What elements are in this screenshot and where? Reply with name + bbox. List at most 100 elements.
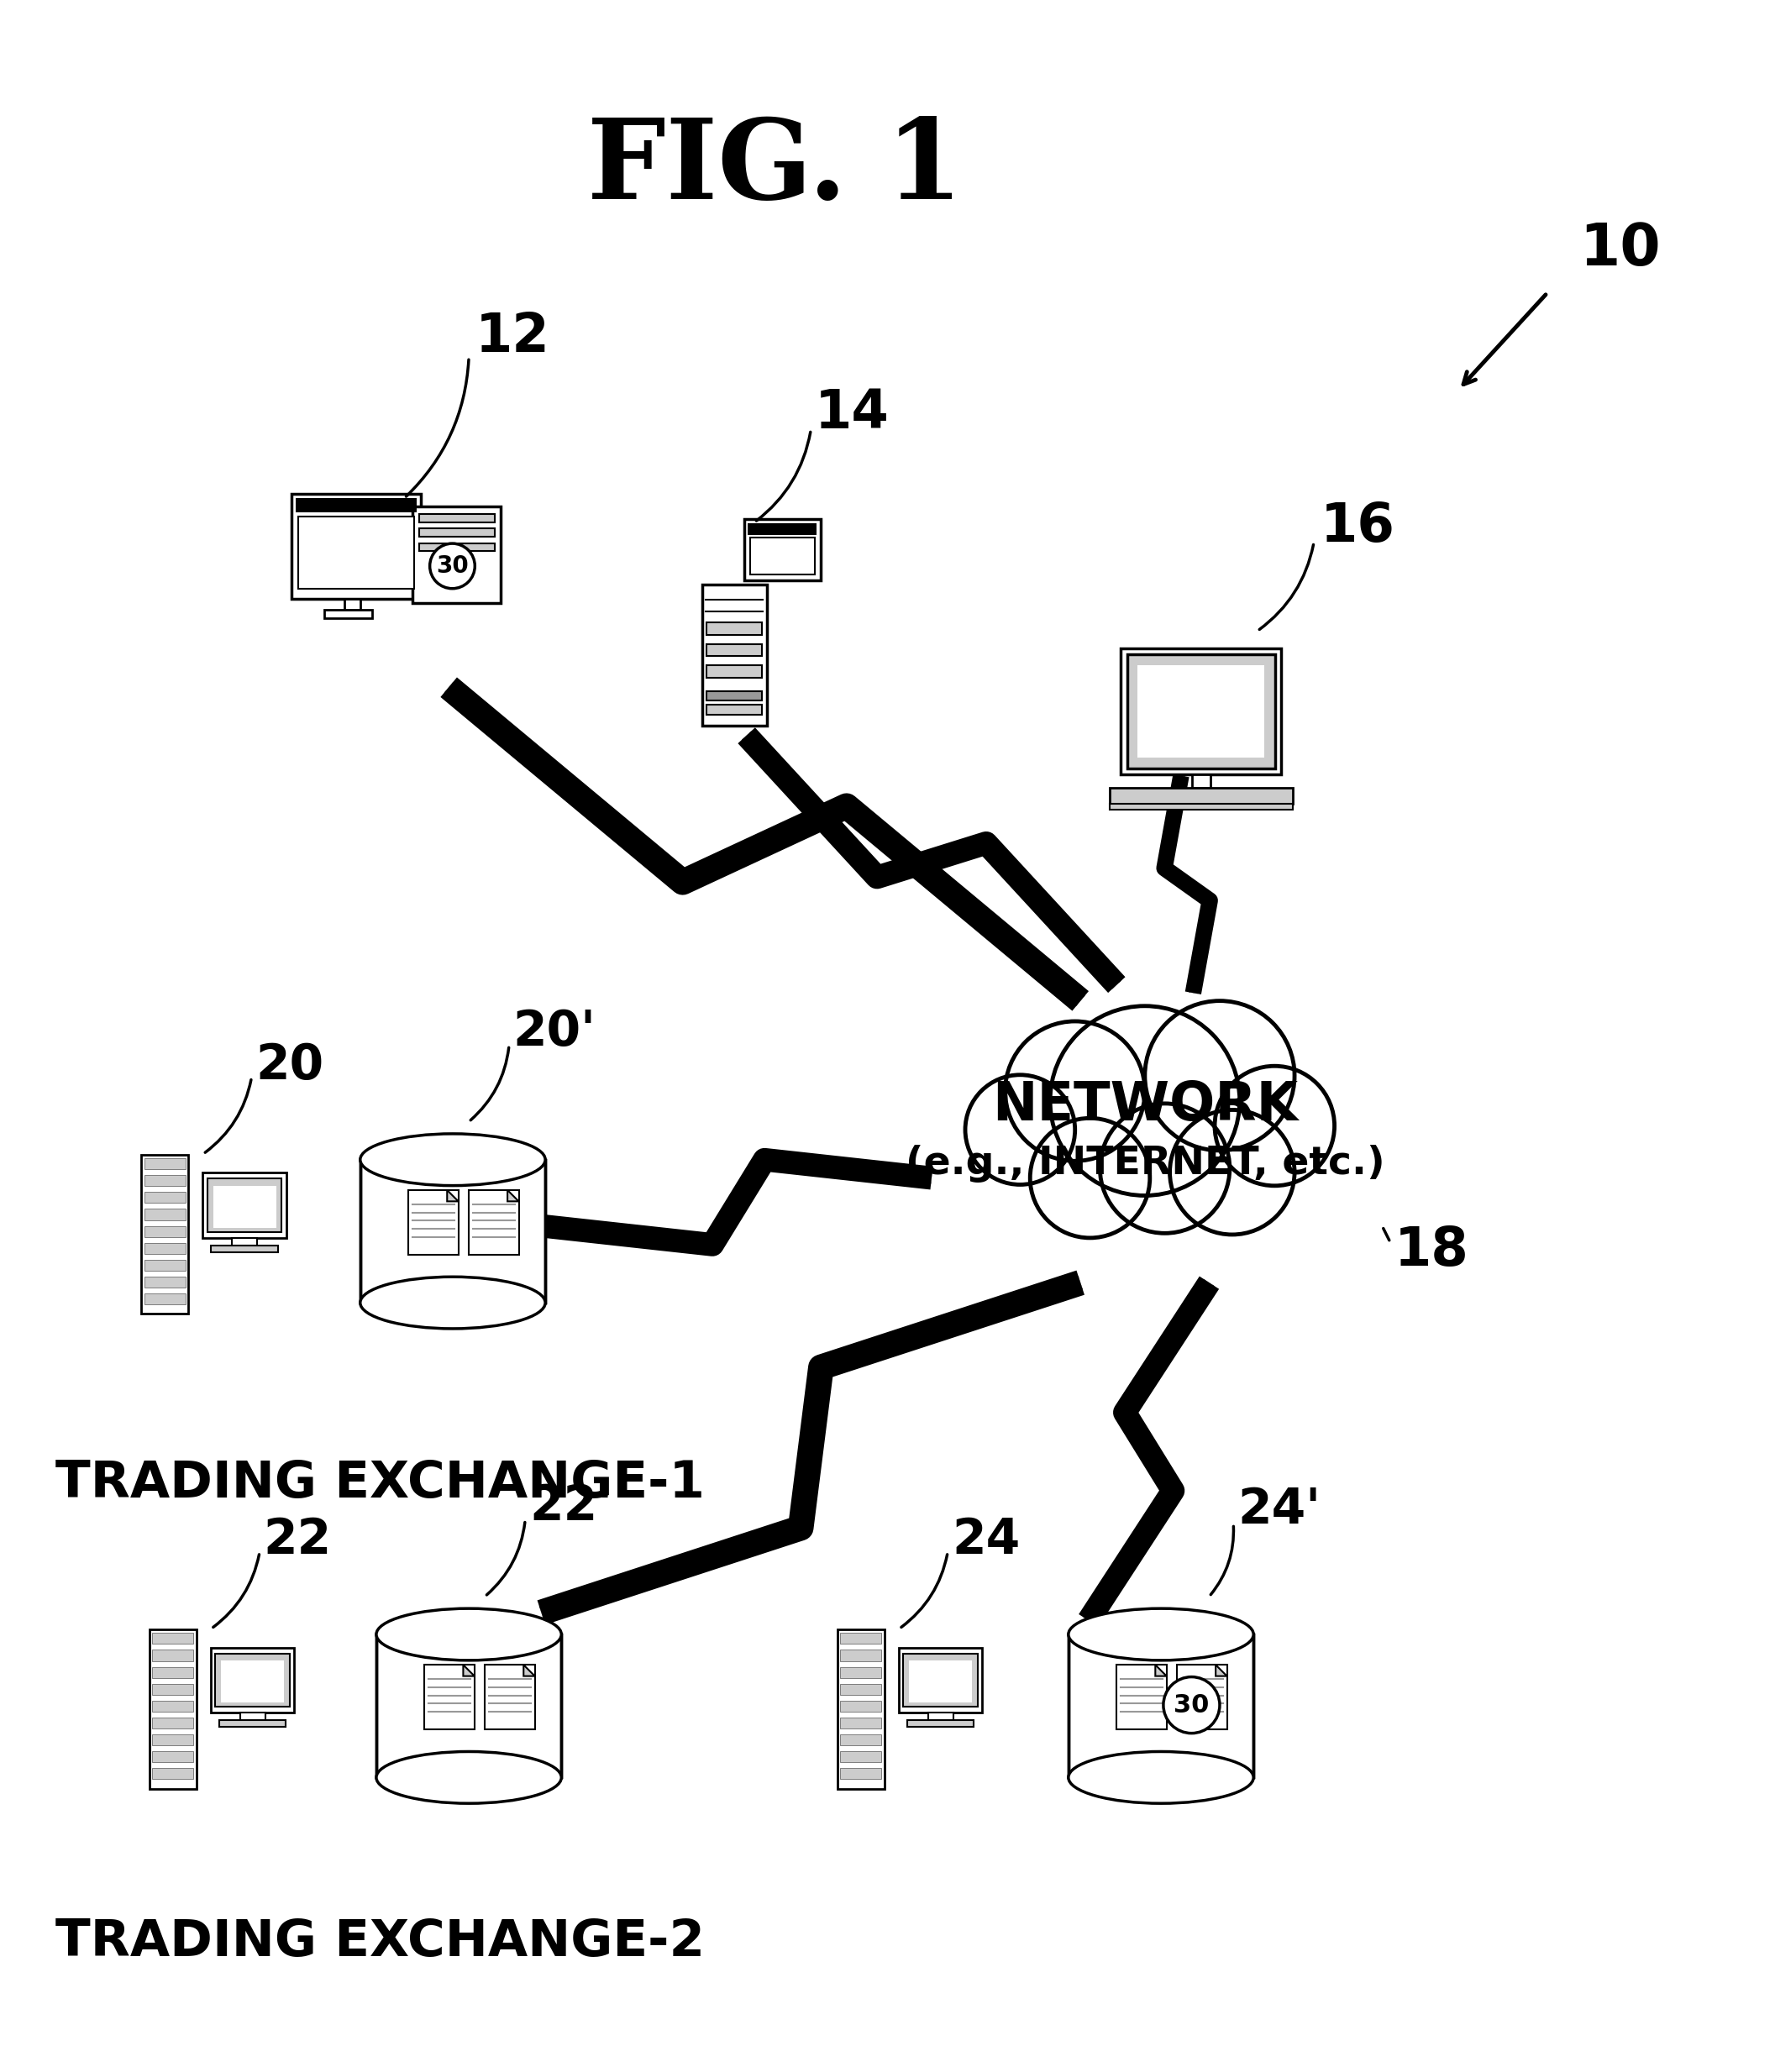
- Ellipse shape: [360, 1276, 545, 1328]
- Bar: [153, 1666, 193, 1678]
- Bar: [144, 1227, 185, 1237]
- Bar: [928, 1714, 953, 1720]
- Text: 24: 24: [951, 1517, 1021, 1564]
- Polygon shape: [1216, 1664, 1227, 1676]
- Bar: [408, 1189, 458, 1254]
- Bar: [419, 514, 495, 522]
- Bar: [202, 1173, 286, 1237]
- Text: 30: 30: [1173, 1693, 1209, 1718]
- Text: 24': 24': [1237, 1486, 1321, 1533]
- Text: 16: 16: [1321, 499, 1395, 553]
- Circle shape: [1051, 1007, 1239, 1196]
- Bar: [153, 1751, 193, 1763]
- Text: (e.g., INTERNET, etc.): (e.g., INTERNET, etc.): [905, 1144, 1384, 1183]
- Bar: [1122, 649, 1282, 775]
- Ellipse shape: [1069, 1751, 1253, 1803]
- Ellipse shape: [376, 1751, 561, 1803]
- Bar: [142, 1154, 188, 1314]
- Ellipse shape: [360, 1133, 545, 1185]
- Bar: [701, 584, 767, 725]
- Bar: [208, 1179, 282, 1233]
- Bar: [153, 1767, 193, 1780]
- Bar: [840, 1701, 882, 1711]
- Text: TRADING EXCHANGE-1: TRADING EXCHANGE-1: [55, 1459, 705, 1508]
- Text: FIG. 1: FIG. 1: [588, 114, 962, 222]
- Bar: [144, 1260, 185, 1270]
- Bar: [233, 1237, 257, 1245]
- Bar: [153, 1649, 193, 1662]
- Circle shape: [1145, 1001, 1294, 1150]
- Bar: [144, 1175, 185, 1185]
- Bar: [344, 599, 360, 609]
- Circle shape: [966, 1075, 1076, 1185]
- Polygon shape: [508, 1189, 518, 1202]
- Circle shape: [1005, 1021, 1145, 1160]
- Polygon shape: [1156, 1664, 1166, 1676]
- Polygon shape: [447, 1189, 458, 1202]
- Bar: [153, 1701, 193, 1711]
- Bar: [153, 1734, 193, 1745]
- Bar: [211, 1647, 295, 1714]
- Text: 20: 20: [256, 1042, 323, 1090]
- Bar: [153, 1685, 193, 1695]
- Bar: [747, 522, 816, 535]
- Ellipse shape: [376, 1608, 561, 1660]
- Bar: [211, 1245, 279, 1251]
- Bar: [1109, 787, 1292, 804]
- Bar: [144, 1208, 185, 1220]
- Bar: [840, 1767, 882, 1780]
- Bar: [744, 520, 820, 580]
- Text: 14: 14: [815, 387, 889, 439]
- Polygon shape: [524, 1664, 534, 1676]
- Bar: [291, 493, 421, 599]
- Bar: [144, 1276, 185, 1287]
- Text: 10: 10: [1580, 220, 1661, 278]
- Bar: [153, 1633, 193, 1643]
- Bar: [296, 497, 417, 512]
- Bar: [325, 609, 373, 617]
- Bar: [469, 1189, 518, 1254]
- Ellipse shape: [1069, 1608, 1253, 1660]
- Bar: [485, 1664, 534, 1730]
- Bar: [240, 1714, 264, 1720]
- Text: NETWORK: NETWORK: [992, 1080, 1298, 1131]
- Bar: [706, 622, 761, 634]
- Circle shape: [1170, 1111, 1294, 1235]
- Text: 18: 18: [1395, 1225, 1470, 1276]
- Circle shape: [1030, 1119, 1150, 1237]
- Ellipse shape: [376, 1608, 561, 1660]
- Bar: [1177, 1664, 1227, 1730]
- Bar: [144, 1243, 185, 1254]
- Bar: [840, 1633, 882, 1643]
- Text: 20': 20': [513, 1007, 596, 1055]
- Circle shape: [1100, 1104, 1230, 1233]
- Bar: [153, 1718, 193, 1728]
- Bar: [215, 1653, 289, 1707]
- Bar: [840, 1718, 882, 1728]
- Ellipse shape: [360, 1133, 545, 1185]
- Bar: [360, 1160, 545, 1303]
- Bar: [706, 704, 761, 715]
- Bar: [751, 537, 815, 574]
- Bar: [706, 692, 761, 700]
- Bar: [1109, 804, 1292, 810]
- Circle shape: [430, 543, 476, 588]
- Bar: [1193, 775, 1211, 787]
- Bar: [213, 1185, 275, 1229]
- Bar: [149, 1629, 197, 1788]
- Circle shape: [1214, 1065, 1335, 1185]
- Bar: [412, 506, 501, 603]
- Bar: [1069, 1635, 1253, 1778]
- Bar: [903, 1653, 978, 1707]
- Bar: [907, 1720, 974, 1728]
- Bar: [840, 1734, 882, 1745]
- Polygon shape: [946, 1034, 1344, 1245]
- Bar: [838, 1629, 884, 1788]
- Bar: [1127, 655, 1276, 769]
- Bar: [898, 1647, 982, 1714]
- Bar: [840, 1685, 882, 1695]
- Text: TRADING EXCHANGE-2: TRADING EXCHANGE-2: [55, 1919, 705, 1966]
- Bar: [376, 1635, 561, 1778]
- Text: 12: 12: [476, 311, 550, 363]
- Bar: [840, 1751, 882, 1763]
